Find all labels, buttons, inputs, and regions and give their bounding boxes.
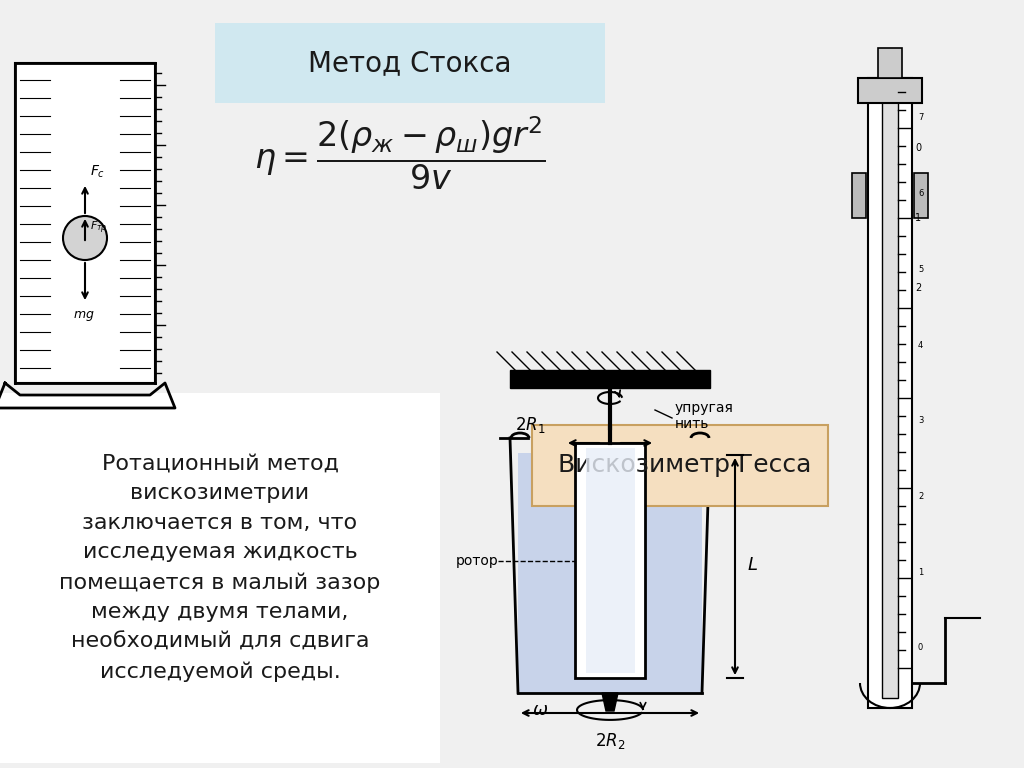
Text: Вискозиметр Гесса: Вискозиметр Гесса — [558, 453, 812, 477]
FancyBboxPatch shape — [215, 23, 605, 103]
Text: $2R_2$: $2R_2$ — [595, 731, 626, 751]
Text: $F_{тр}$: $F_{тр}$ — [90, 220, 108, 236]
Circle shape — [63, 216, 106, 260]
Bar — [586, 448, 635, 673]
Bar — [858, 78, 922, 103]
Bar — [852, 173, 866, 218]
Text: $2R_1$: $2R_1$ — [515, 415, 545, 435]
Text: 0: 0 — [915, 143, 922, 153]
Text: 5: 5 — [918, 265, 924, 274]
Bar — [510, 370, 710, 388]
Text: Метод Стокса: Метод Стокса — [308, 49, 512, 77]
Text: Ротационный метод
вискозиметрии
заключается в том, что
исследуемая жидкость
поме: Ротационный метод вискозиметрии заключае… — [59, 454, 381, 683]
Bar — [878, 48, 902, 78]
Polygon shape — [518, 453, 702, 693]
Text: упругая
нить: упругая нить — [675, 401, 734, 431]
Text: 4: 4 — [918, 341, 924, 349]
Text: $\eta = \dfrac{2(\rho_{ж} - \rho_{ш})gr^{2}}{9v}$: $\eta = \dfrac{2(\rho_{ж} - \rho_{ш})gr^… — [254, 114, 546, 191]
Text: $mg$: $mg$ — [73, 309, 94, 323]
Text: ротор: ротор — [456, 554, 498, 568]
Bar — [868, 78, 912, 708]
Text: 7: 7 — [918, 114, 924, 123]
Bar — [15, 63, 155, 383]
FancyBboxPatch shape — [0, 393, 440, 763]
FancyBboxPatch shape — [532, 425, 828, 506]
Polygon shape — [602, 693, 618, 711]
Text: 2: 2 — [918, 492, 924, 501]
Text: 2: 2 — [915, 283, 922, 293]
Text: $L$: $L$ — [746, 557, 758, 574]
Text: 0: 0 — [918, 644, 924, 653]
Bar — [882, 98, 898, 698]
Text: 6: 6 — [918, 189, 924, 198]
Text: $F_c$: $F_c$ — [90, 164, 105, 180]
Text: 1: 1 — [915, 213, 922, 223]
Bar — [914, 173, 928, 218]
Text: 1: 1 — [918, 568, 924, 577]
Text: 3: 3 — [918, 416, 924, 425]
Bar — [575, 443, 645, 678]
Text: $\omega$: $\omega$ — [531, 701, 548, 719]
